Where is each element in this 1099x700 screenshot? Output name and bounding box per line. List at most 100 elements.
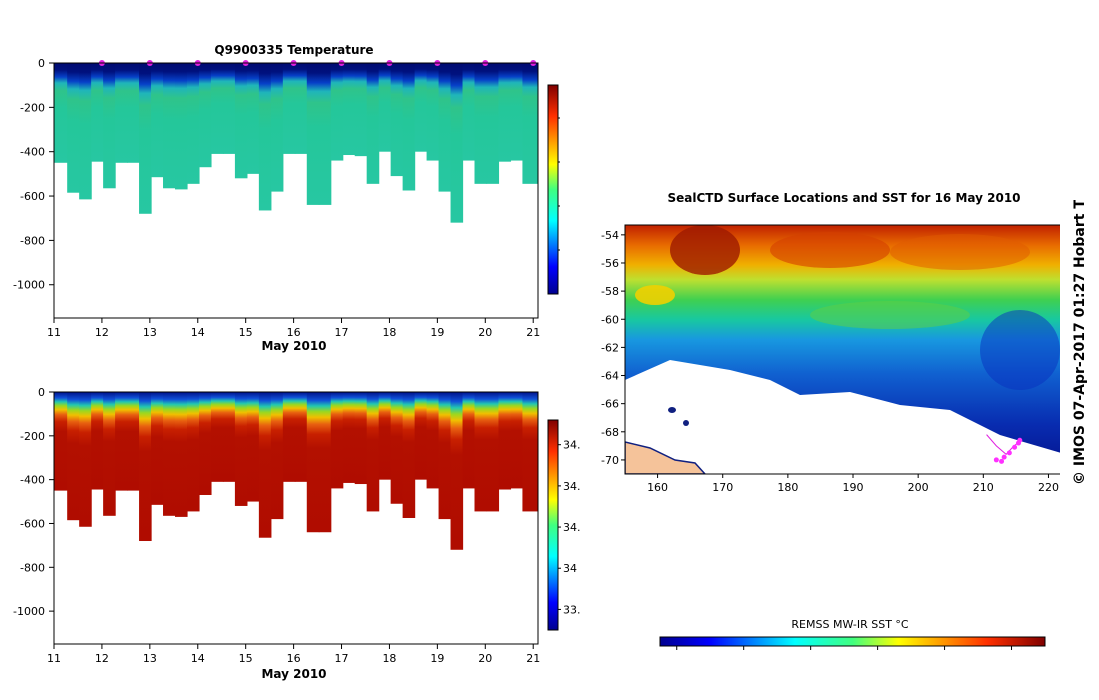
profile-column (366, 63, 380, 184)
profile-column (330, 392, 344, 489)
x-tick-label: 11 (47, 652, 61, 665)
x-tick-label: 15 (239, 652, 253, 665)
x-tick-label: 21 (526, 326, 540, 339)
profile-column (246, 392, 260, 502)
x-tick-label: 11 (47, 326, 61, 339)
y-tick-label: -1000 (13, 605, 45, 618)
profile-column (198, 63, 212, 168)
profile-column (402, 392, 416, 518)
profile-column (522, 63, 538, 184)
x-tick-label: 21 (526, 652, 540, 665)
x-tick-label: 20 (478, 652, 492, 665)
lon-tick-label: 160 (647, 481, 668, 494)
surface-location (1012, 444, 1018, 450)
lat-tick-label: -58 (601, 285, 619, 298)
temperature-chart-title: Q9900335 Temperature (214, 43, 373, 57)
profile-column (378, 63, 392, 152)
profile-column (186, 392, 200, 512)
profile-column (222, 63, 236, 154)
x-tick-label: 16 (287, 652, 301, 665)
salinity-profiles (54, 392, 538, 550)
profile-column (139, 63, 152, 214)
profile-column (486, 392, 500, 512)
profile-column (510, 392, 524, 489)
lat-tick-label: -54 (601, 229, 619, 242)
profile-column (127, 392, 140, 491)
lon-tick-label: 210 (973, 481, 994, 494)
temperature-x-label: May 2010 (261, 339, 326, 353)
lon-tick-label: 200 (908, 481, 929, 494)
x-tick-label: 16 (287, 326, 301, 339)
profile-column (151, 63, 164, 178)
profile-column (246, 63, 260, 174)
lat-tick-label: -56 (601, 257, 619, 270)
lon-tick-label: 220 (1038, 481, 1059, 494)
profile-column (210, 63, 224, 154)
profile-column (390, 63, 404, 177)
profile-column (522, 392, 538, 512)
y-tick-label: -400 (20, 474, 45, 487)
y-tick-label: -1000 (13, 279, 45, 292)
lat-tick-label: -70 (601, 454, 619, 467)
profile-column (390, 392, 404, 504)
profile-column (258, 63, 272, 211)
profile-column (378, 392, 392, 480)
colorbar-tick-label: 34.6 (563, 439, 580, 452)
lat-tick-label: -68 (601, 426, 619, 439)
profile-column (414, 63, 428, 152)
profile-column (462, 392, 476, 489)
salinity-colorbar (547, 419, 559, 631)
sst-colorbar (659, 636, 1046, 647)
x-tick-label: 13 (143, 652, 157, 665)
surface-location (1006, 450, 1012, 456)
profile-column (198, 392, 212, 495)
sst-field (625, 225, 1060, 474)
y-tick-label: 0 (38, 386, 45, 399)
salinity-x-label: May 2010 (261, 667, 326, 681)
profile-column (103, 392, 116, 516)
temperature-section-chart: Q9900335 Temperature 0 -200 -400 -600 -800 -1… (13, 43, 560, 353)
profile-column (186, 63, 200, 184)
profile-column (115, 392, 128, 491)
latitude-axis: -54 -56 -58 -60 -62 -64 -66 -68 -70 (601, 229, 625, 467)
y-tick-label: -400 (20, 146, 45, 159)
sst-colorbar-label: REMSS MW-IR SST °C (791, 618, 909, 631)
profile-column (462, 63, 476, 161)
profile-column (294, 392, 308, 482)
surface-location (1017, 437, 1023, 443)
colorbar-tick-label: 33.8 (563, 603, 580, 616)
profile-column (258, 392, 272, 538)
lon-tick-label: 170 (712, 481, 733, 494)
surface-location (1001, 454, 1007, 460)
colorbar-tick-label: 34.2 (563, 521, 580, 534)
surface-location (999, 458, 1005, 464)
profile-column (67, 63, 80, 193)
profile-column (54, 63, 68, 163)
profile-column (234, 392, 248, 506)
profile-column (234, 63, 248, 179)
x-tick-label: 12 (95, 652, 109, 665)
profile-column (366, 392, 380, 512)
stamp-text: © IMOS 07-Apr-2017 01:27 Hobart Time (1072, 200, 1088, 485)
y-tick-label: -800 (20, 561, 45, 574)
profile-column (103, 63, 116, 189)
lat-tick-label: -66 (601, 398, 619, 411)
y-tick-label: -600 (20, 517, 45, 530)
profile-column (450, 63, 464, 223)
profile-column (282, 63, 296, 154)
profile-column (175, 392, 188, 517)
temperature-x-axis: 11 12 13 14 15 16 17 18 19 20 21 (47, 318, 540, 339)
profile-column (222, 392, 236, 482)
colorbar-tick-label: 34.4 (563, 480, 580, 493)
y-tick-label: 0 (38, 57, 45, 70)
x-tick-label: 14 (191, 652, 205, 665)
profile-column (474, 392, 488, 512)
sst-map-chart: SealCTD Surface Locations and SST for 16… (601, 191, 1060, 650)
x-tick-label: 17 (335, 326, 349, 339)
profile-column (54, 392, 68, 491)
y-tick-label: -200 (20, 101, 45, 114)
profile-column (342, 392, 356, 483)
x-tick-label: 17 (335, 652, 349, 665)
profile-column (282, 392, 296, 482)
x-tick-label: 12 (95, 326, 109, 339)
